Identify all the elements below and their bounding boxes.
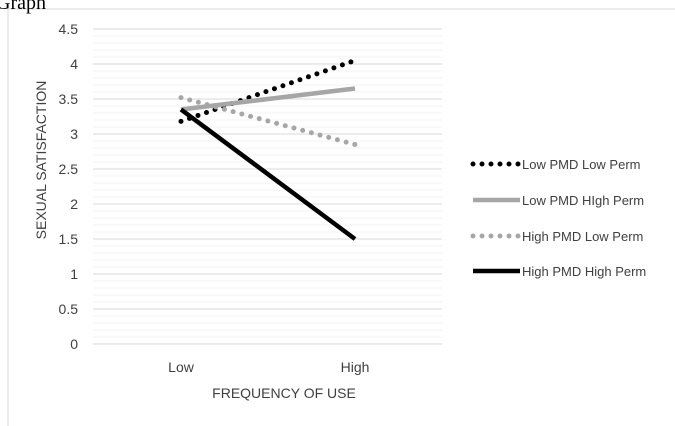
y-tick-label: 4.5 — [59, 21, 79, 37]
series-lines — [178, 58, 358, 241]
y-tick-label: 0.5 — [59, 301, 79, 317]
y-tick-label: 4 — [70, 56, 78, 72]
legend-label: High PMD Low Perm — [522, 229, 643, 244]
y-tick-labels: 0 0.5 1 1.5 2 2.5 3 3.5 4 4.5 — [59, 21, 79, 352]
page-title: Graph — [0, 0, 46, 14]
series-line-high-pmd-low-perm — [178, 95, 358, 147]
y-tick-label: 1 — [70, 266, 78, 282]
y-tick-label: 3 — [70, 126, 78, 142]
x-tick-labels: Low High — [168, 359, 369, 375]
legend-label: Low PMD Low Perm — [522, 157, 640, 172]
y-tick-label: 2 — [70, 196, 78, 212]
series-line-low-pmd-low-perm — [178, 58, 358, 124]
legend: Low PMD Low Perm Low PMD HIgh Perm High PM… — [470, 157, 646, 279]
y-tick-label: 1.5 — [59, 231, 79, 247]
legend-label: Low PMD HIgh Perm — [522, 193, 644, 208]
series-line-low-pmd-high-perm — [180, 86, 356, 112]
y-axis-title: SEXUAL SATISFACTION — [33, 81, 49, 240]
x-axis-title: FREQUENCY OF USE — [212, 385, 356, 401]
x-tick-label: Low — [168, 359, 195, 375]
gridlines — [93, 28, 442, 345]
x-tick-label: High — [341, 359, 370, 375]
y-tick-label: 3.5 — [59, 91, 79, 107]
y-tick-label: 2.5 — [59, 161, 79, 177]
series-line-high-pmd-high-perm — [179, 107, 357, 241]
y-tick-label: 0 — [70, 336, 78, 352]
legend-label: High PMD High Perm — [522, 264, 646, 279]
chart-border — [7, 8, 675, 426]
